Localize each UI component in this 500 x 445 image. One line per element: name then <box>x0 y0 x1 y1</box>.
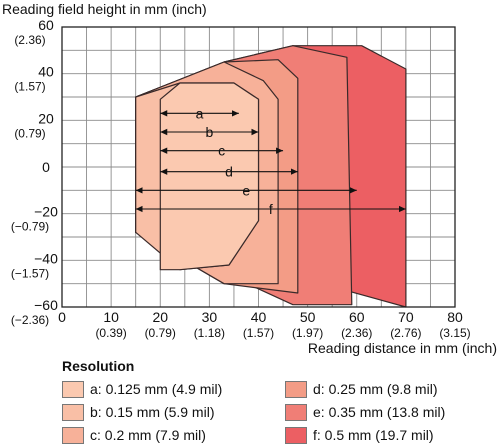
y-tick-sublabel: (0.79) <box>14 126 45 140</box>
x-axis-title: Reading distance in mm (inch) <box>308 340 497 356</box>
legend-item: e: 0.35 mm (13.8 mil) <box>285 402 445 422</box>
y-axis-title: Reading field height in mm (inch) <box>2 1 207 17</box>
dimension-label-e: e <box>242 182 250 198</box>
y-tick-label: −60 <box>34 297 58 313</box>
x-tick-label: 20 <box>152 309 168 325</box>
dimension-label-c: c <box>218 143 225 159</box>
y-tick-sublabel: (−2.36) <box>11 313 49 327</box>
x-tick-label: 80 <box>447 309 463 325</box>
dimension-label-d: d <box>225 164 233 180</box>
y-tick-label: 0 <box>42 159 50 175</box>
legend-label: b: 0.15 mm (5.9 mil) <box>90 404 215 420</box>
legend-swatch <box>285 380 307 398</box>
x-tick-sublabel: (1.18) <box>194 326 225 340</box>
y-tick-sublabel: (−1.57) <box>11 266 49 280</box>
y-tick-label: −40 <box>34 250 58 266</box>
x-tick-sublabel: (3.15) <box>439 326 470 340</box>
legend-label: d: 0.25 mm (9.8 mil) <box>313 381 438 397</box>
dimension-label-b: b <box>205 124 213 140</box>
y-tick-label: 40 <box>38 64 54 80</box>
x-tick-label: 70 <box>398 309 414 325</box>
x-tick-sublabel: (0.39) <box>95 326 126 340</box>
x-tick-sublabel: (2.76) <box>390 326 421 340</box>
reading-field-area-a <box>159 82 260 271</box>
legend-item: d: 0.25 mm (9.8 mil) <box>285 379 437 399</box>
legend-item: f: 0.5 mm (19.7 mil) <box>285 425 434 445</box>
y-tick-sublabel: (2.36) <box>14 33 45 47</box>
x-tick-label: 50 <box>300 309 316 325</box>
y-tick-label: 60 <box>38 17 54 33</box>
legend-item: b: 0.15 mm (5.9 mil) <box>62 402 214 422</box>
y-tick-sublabel: (1.57) <box>14 80 45 94</box>
y-tick-sublabel: (−0.79) <box>11 220 49 234</box>
legend-item: a: 0.125 mm (4.9 mil) <box>62 379 222 399</box>
legend-label: a: 0.125 mm (4.9 mil) <box>90 381 223 397</box>
y-tick-label: −20 <box>34 204 58 220</box>
legend-title: Resolution <box>62 358 135 374</box>
x-tick-sublabel: (2.36) <box>341 326 372 340</box>
plot-frame <box>61 26 456 308</box>
y-tick-label: 20 <box>38 110 54 126</box>
dimension-label-f: f <box>269 201 273 217</box>
x-tick-label: 10 <box>103 309 119 325</box>
x-tick-label: 30 <box>202 309 218 325</box>
legend-swatch <box>285 403 307 421</box>
legend-label: c: 0.2 mm (7.9 mil) <box>90 427 206 443</box>
x-tick-sublabel: (1.57) <box>243 326 274 340</box>
dimension-label-a: a <box>196 105 204 121</box>
legend-label: e: 0.35 mm (13.8 mil) <box>313 404 446 420</box>
legend-swatch <box>62 426 84 444</box>
legend-swatch <box>285 426 307 444</box>
x-tick-sublabel: (0.79) <box>145 326 176 340</box>
x-tick-label: 0 <box>58 309 66 325</box>
x-tick-label: 40 <box>251 309 267 325</box>
legend-item: c: 0.2 mm (7.9 mil) <box>62 425 206 445</box>
legend-label: f: 0.5 mm (19.7 mil) <box>313 427 434 443</box>
x-tick-sublabel: (1.97) <box>292 326 323 340</box>
legend-swatch <box>62 380 84 398</box>
legend-swatch <box>62 403 84 421</box>
x-tick-label: 60 <box>349 309 365 325</box>
